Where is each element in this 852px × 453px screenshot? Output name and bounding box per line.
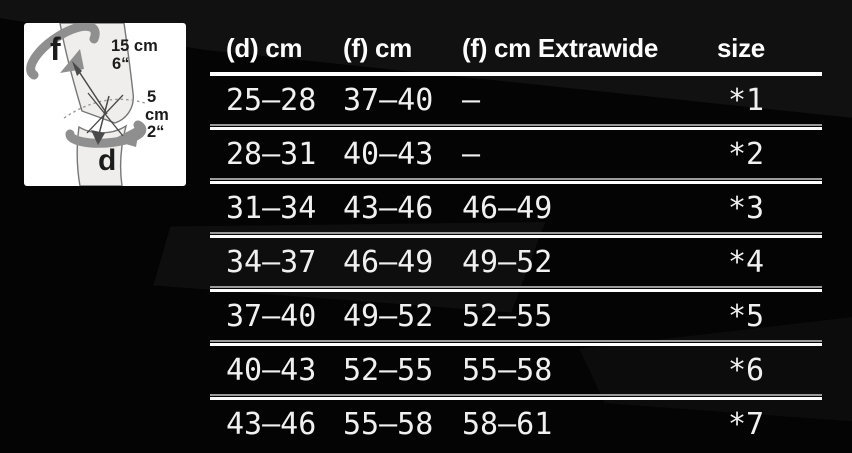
row-separator-line xyxy=(210,232,822,238)
d-circumference-band xyxy=(65,120,147,148)
size-table-rows: 25–28 37–40 – *1 28–31 40–43 – *2 31–34 … xyxy=(210,76,822,448)
d-label: d xyxy=(98,144,116,177)
f-label: f xyxy=(50,31,61,67)
d-band-arrowhead-icon xyxy=(112,125,140,147)
f-circumference-band xyxy=(26,23,100,80)
cell-d-range: 31–34 xyxy=(226,190,317,226)
cell-extrawide-range: 49–52 xyxy=(462,244,553,280)
column-header-d: (d) cm xyxy=(226,32,303,63)
cell-extrawide-range: 52–55 xyxy=(462,298,553,334)
knee-cross-line-1 xyxy=(87,92,124,137)
cell-d-range: 40–43 xyxy=(226,352,317,388)
cell-f-range: 43–46 xyxy=(343,190,434,226)
cell-size: *4 xyxy=(728,244,765,280)
cell-f-range: 46–49 xyxy=(343,244,434,280)
knee-measurement-diagram: f d 15 cm 6“ 5 cm 2“ xyxy=(24,23,186,186)
cell-d-range: 25–28 xyxy=(226,82,317,118)
column-header-f: (f) cm xyxy=(343,32,412,63)
table-row: 31–34 43–46 46–49 *3 xyxy=(210,184,822,232)
size-table-header-row: (d) cm (f) cm (f) cm Extrawide size xyxy=(210,26,822,70)
table-row: 34–37 46–49 49–52 *4 xyxy=(210,238,822,286)
cell-f-range: 40–43 xyxy=(343,136,434,172)
row-separator-line xyxy=(210,286,822,292)
column-header-size: size xyxy=(717,32,765,63)
cell-size: *6 xyxy=(728,352,765,388)
dimension-line-knee-to-d xyxy=(97,95,110,139)
table-row: 40–43 52–55 55–58 *6 xyxy=(210,346,822,394)
cell-d-range: 34–37 xyxy=(226,244,317,280)
table-row: 43–46 55–58 58–61 *7 xyxy=(210,400,822,448)
knee-diagram-illustration: f d 15 cm 6“ 5 cm 2“ xyxy=(26,23,169,186)
cell-extrawide-range: 46–49 xyxy=(462,190,553,226)
table-row: 25–28 37–40 – *1 xyxy=(210,76,822,124)
table-row: 37–40 49–52 52–55 *5 xyxy=(210,292,822,340)
cell-extrawide-range: – xyxy=(462,136,481,172)
column-header-extrawide: (f) cm Extrawide xyxy=(462,32,659,63)
f-measurement-cm: 15 cm xyxy=(111,37,158,55)
cell-f-range: 49–52 xyxy=(343,298,434,334)
size-table: (d) cm (f) cm (f) cm Extrawide size 25–2… xyxy=(210,26,822,448)
row-separator-line xyxy=(210,340,822,346)
cell-size: *7 xyxy=(728,406,765,442)
cell-size: *1 xyxy=(728,82,765,118)
cell-extrawide-range: 58–61 xyxy=(462,406,553,442)
d-measurement-inch: 2“ xyxy=(147,123,164,141)
d-measurement-unit: cm xyxy=(145,106,169,124)
cell-extrawide-range: – xyxy=(462,82,481,118)
cell-size: *5 xyxy=(728,298,765,334)
knee-crease-dashed-line xyxy=(63,98,146,119)
cell-size: *2 xyxy=(728,136,765,172)
row-separator-line xyxy=(210,178,822,184)
row-separator-line xyxy=(210,394,822,400)
cell-f-range: 37–40 xyxy=(343,82,434,118)
header-separator-line xyxy=(210,72,822,76)
table-row: 28–31 40–43 – *2 xyxy=(210,130,822,178)
f-measurement-inch: 6“ xyxy=(112,55,129,73)
dimension-arrow-bottom xyxy=(91,130,105,145)
dimension-arrow-top xyxy=(72,61,82,76)
cell-d-range: 43–46 xyxy=(226,406,317,442)
d-measurement-value: 5 xyxy=(147,88,156,106)
cell-f-range: 55–58 xyxy=(343,406,434,442)
cell-f-range: 52–55 xyxy=(343,352,434,388)
dimension-line-f-to-knee xyxy=(75,66,108,115)
cell-d-range: 37–40 xyxy=(226,298,317,334)
row-separator-line xyxy=(210,124,822,130)
cell-extrawide-range: 55–58 xyxy=(462,352,553,388)
cell-d-range: 28–31 xyxy=(226,136,317,172)
cell-size: *3 xyxy=(728,190,765,226)
